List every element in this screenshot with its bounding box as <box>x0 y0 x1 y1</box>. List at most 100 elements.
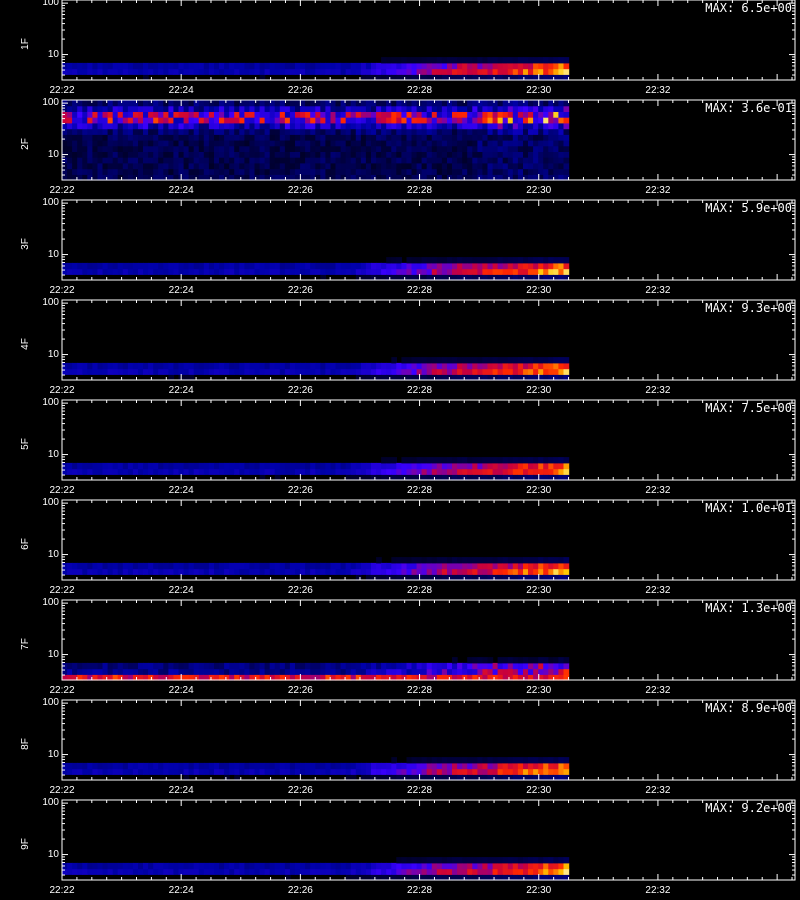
heat-cell <box>173 762 180 770</box>
heat-cell <box>558 262 565 270</box>
heat-cell <box>558 117 565 124</box>
heat-cell <box>72 568 78 575</box>
heat-cell <box>229 62 235 70</box>
heat-cell <box>452 474 458 481</box>
heat-cell <box>462 474 468 481</box>
heat-cell <box>355 111 362 118</box>
heat-cell <box>457 357 463 364</box>
heat-cell <box>553 768 559 775</box>
heat-cell <box>553 874 559 881</box>
heat-cell <box>371 574 377 581</box>
heat-cell <box>148 668 154 675</box>
heat-cell <box>264 68 271 75</box>
heat-cell <box>512 374 519 381</box>
heat-cell <box>102 145 109 152</box>
heat-cell <box>411 774 418 781</box>
heat-cell <box>371 268 377 275</box>
heat-cell <box>381 128 387 135</box>
heat-cell <box>244 568 251 575</box>
heat-cell <box>224 262 230 270</box>
heat-cell <box>193 151 200 158</box>
heat-cell <box>538 468 544 475</box>
heat-cell <box>431 145 438 152</box>
heat-cell <box>360 674 367 681</box>
heat-cell <box>477 168 484 175</box>
heat-cell <box>300 662 306 670</box>
heat-cell <box>310 262 316 270</box>
heat-cell <box>188 668 195 675</box>
heat-cell <box>97 568 104 575</box>
heat-cell <box>355 100 362 107</box>
heat-cell <box>254 768 261 775</box>
heat-cell <box>350 474 357 481</box>
heat-cell <box>320 134 326 141</box>
heat-cell <box>198 157 205 164</box>
heat-cell <box>548 128 554 135</box>
heat-cell <box>533 362 539 370</box>
heat-cell <box>416 140 423 147</box>
heat-cell <box>487 757 494 764</box>
heat-cell <box>254 362 261 370</box>
heat-cell <box>315 134 321 141</box>
heat-cell <box>158 762 164 770</box>
heat-cell <box>335 157 342 164</box>
heat-cell <box>284 562 291 570</box>
heat-cell <box>345 157 352 164</box>
heat-cell <box>487 357 494 364</box>
heat-cell <box>325 134 332 141</box>
heat-cell <box>355 68 362 75</box>
heat-cell <box>320 111 326 118</box>
heat-cell <box>148 100 154 107</box>
heat-cell <box>431 762 438 770</box>
heat-cell <box>507 257 514 264</box>
heat-cell <box>416 357 423 364</box>
heat-cell <box>558 557 565 564</box>
heat-cell <box>350 162 357 170</box>
heat-cell <box>477 274 484 281</box>
heatmap-5f <box>61 399 796 481</box>
heat-cell <box>497 362 504 370</box>
heat-cell <box>441 374 448 381</box>
heat-cell <box>538 57 544 64</box>
heat-cell <box>447 862 453 870</box>
heat-cell <box>254 568 261 575</box>
heat-cell <box>310 462 316 470</box>
heat-cell <box>295 111 301 118</box>
heat-cell <box>553 857 559 864</box>
heat-cell <box>457 374 463 381</box>
heat-cell <box>239 262 245 270</box>
heat-cell <box>441 368 448 375</box>
heat-cell <box>132 662 139 670</box>
heat-cell <box>82 174 88 181</box>
heat-cell <box>376 122 382 130</box>
heat-cell <box>279 100 286 107</box>
heat-cell <box>305 168 311 175</box>
heat-cell <box>214 562 220 570</box>
heat-cell <box>173 462 180 470</box>
heat-cell <box>447 117 453 124</box>
heat-cell <box>421 374 428 381</box>
heat-cell <box>300 174 306 181</box>
heat-cell <box>178 862 185 870</box>
heat-cell <box>492 134 499 141</box>
heat-cell <box>249 662 256 670</box>
heat-cell <box>259 868 266 875</box>
heat-cell <box>208 368 215 375</box>
heat-cell <box>112 462 119 470</box>
heat-cell <box>244 134 251 141</box>
heat-cell <box>396 100 402 107</box>
heat-cell <box>548 100 554 107</box>
heat-cell <box>77 368 83 375</box>
heat-cell <box>426 368 433 375</box>
heat-cell <box>305 174 311 181</box>
heat-cell <box>325 145 332 152</box>
heat-cell <box>178 117 185 124</box>
heat-cell <box>507 128 514 135</box>
heat-cell <box>305 68 311 75</box>
heat-cell <box>487 557 494 564</box>
heat-cell <box>558 57 565 64</box>
heat-cell <box>117 168 124 175</box>
heat-cell <box>127 62 134 70</box>
heat-cell <box>127 462 134 470</box>
heat-cell <box>411 157 418 164</box>
